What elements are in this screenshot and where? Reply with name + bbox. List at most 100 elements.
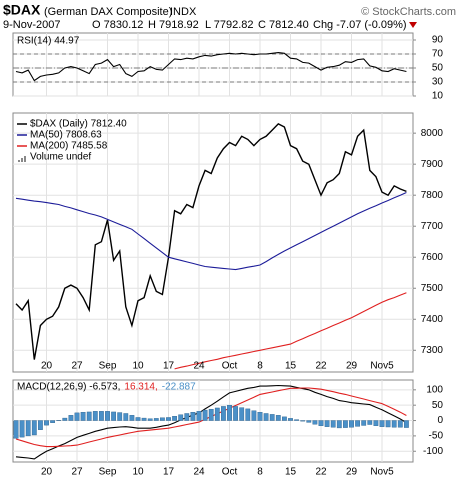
histogram-bar — [330, 420, 336, 428]
legend-label: Volume undef — [30, 152, 91, 163]
legend-swatch — [24, 156, 26, 162]
series-line — [174, 292, 407, 370]
x-tick-label: Oct — [222, 467, 238, 478]
x-tick-label: 20 — [41, 467, 53, 478]
change: Chg -7.07 (-0.09%) — [313, 19, 407, 31]
y-tick-label: 7900 — [421, 159, 444, 170]
histogram-bar — [105, 411, 110, 421]
histogram-bar — [318, 420, 324, 426]
y-tick-label: 7400 — [421, 314, 444, 325]
x-tick-label: 22 — [315, 467, 327, 478]
y-tick-label: 8000 — [421, 128, 444, 139]
y-tick-label: -50 — [429, 431, 444, 442]
legend-label: RSI(14) 44.97 — [17, 36, 80, 47]
histogram-bar — [355, 420, 360, 427]
x-tick-label: 29 — [346, 361, 358, 372]
histogram-bar — [367, 420, 373, 425]
histogram-bar — [13, 420, 19, 439]
legend-label: -22.887 — [162, 382, 196, 393]
y-tick-label: 50 — [432, 63, 444, 74]
y-tick-label: 7500 — [421, 283, 444, 294]
histogram-bar — [153, 418, 159, 421]
x-tick-label: 22 — [315, 361, 327, 372]
histogram-bar — [257, 412, 263, 421]
series-line — [15, 123, 407, 360]
histogram-bar — [159, 417, 165, 421]
histogram-bar — [92, 411, 98, 421]
copyright: © StockCharts.com — [361, 6, 456, 18]
legend-label: 16.314, — [124, 382, 157, 393]
histogram-bar — [62, 417, 68, 421]
histogram-bar — [166, 417, 171, 421]
histogram-bar — [31, 420, 37, 436]
legend-swatch — [21, 158, 23, 162]
histogram-bar — [135, 417, 141, 421]
legend-label: MA(200) 7485.58 — [30, 141, 108, 152]
x-tick-label: 27 — [71, 467, 83, 478]
histogram-bar — [233, 406, 238, 421]
histogram-bar — [111, 411, 117, 421]
x-tick-label: 8 — [257, 361, 263, 372]
histogram-bar — [50, 420, 56, 423]
histogram-bar — [397, 420, 403, 428]
histogram-bar — [190, 412, 196, 421]
histogram-bar — [288, 418, 293, 421]
x-tick-label: 27 — [71, 361, 83, 372]
histogram-bar — [44, 420, 49, 426]
histogram-bar — [38, 420, 43, 430]
y-tick-label: 7800 — [421, 190, 444, 201]
x-tick-label: Oct — [222, 361, 238, 372]
x-tick-label: Nov5 — [370, 467, 394, 478]
histogram-bar — [361, 420, 367, 426]
histogram-bar — [312, 420, 318, 425]
histogram-bar — [306, 420, 312, 423]
exchange: INDX — [170, 6, 197, 18]
histogram-bar — [275, 415, 281, 421]
x-tick-label: 24 — [193, 467, 205, 478]
y-tick-label: -100 — [423, 446, 443, 457]
histogram-bar — [227, 404, 232, 421]
histogram-bar — [196, 411, 202, 421]
histogram-bar — [184, 413, 190, 421]
histogram-bar — [349, 420, 354, 428]
x-tick-label: 24 — [193, 361, 205, 372]
index-name: (German DAX Composite) — [44, 6, 172, 18]
histogram-bar — [336, 420, 342, 429]
histogram-bar — [178, 414, 184, 421]
x-tick-label: Sep — [99, 361, 117, 372]
histogram-bar — [269, 414, 275, 421]
histogram-bar — [214, 407, 220, 421]
x-tick-label: 17 — [163, 467, 175, 478]
legend-label: $DAX (Daily) 7812.40 — [30, 119, 127, 130]
series-line — [15, 191, 407, 271]
y-tick-label: 7300 — [421, 345, 444, 356]
histogram-bar — [208, 408, 214, 421]
y-tick-label: 7600 — [421, 252, 444, 263]
down-arrow — [409, 22, 417, 28]
histogram-bar — [324, 420, 330, 427]
x-tick-label: 10 — [132, 467, 144, 478]
x-tick-label: Nov5 — [370, 361, 394, 372]
histogram-bar — [147, 418, 153, 421]
histogram-bar — [80, 412, 86, 421]
x-tick-label: 8 — [257, 467, 263, 478]
y-tick-label: 70 — [432, 49, 444, 60]
series-line — [15, 384, 407, 460]
symbol: $DAX — [3, 2, 41, 18]
x-tick-label: 15 — [285, 361, 297, 372]
x-tick-label: 17 — [163, 361, 175, 372]
histogram-bar — [282, 416, 287, 421]
histogram-bar — [202, 409, 208, 421]
y-tick-label: 50 — [432, 400, 444, 411]
histogram-bar — [117, 412, 123, 421]
histogram-bar — [343, 420, 348, 428]
histogram-bar — [86, 411, 92, 421]
x-tick-label: 20 — [41, 361, 53, 372]
histogram-bar — [68, 415, 74, 421]
histogram-bar — [220, 406, 226, 421]
high: H 7918.92 — [148, 19, 199, 31]
low: L 7792.82 — [205, 19, 254, 31]
x-tick-label: Sep — [99, 467, 117, 478]
histogram-bar — [25, 420, 31, 437]
histogram-bar — [300, 420, 306, 422]
